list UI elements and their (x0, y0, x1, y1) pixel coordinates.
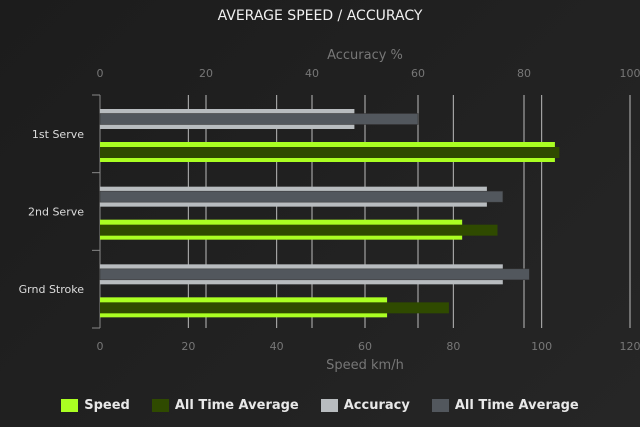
bottom-axis-label: Speed km/h (326, 358, 404, 373)
speed-average-bar (100, 147, 560, 158)
category-label: Grnd Stroke (19, 283, 85, 296)
speed-average-bar (100, 302, 449, 314)
top-tick-label: 100 (620, 67, 640, 80)
legend-label: All Time Average (174, 398, 299, 413)
top-tick-label: 40 (305, 67, 319, 80)
chart-title: AVERAGE SPEED / ACCURACY (217, 8, 423, 24)
bottom-tick-label: 20 (181, 340, 195, 353)
legend-speed-average[interactable]: All Time Average (151, 398, 299, 413)
accuracy-average-bar (99, 268, 530, 281)
accuracy-average-bar (99, 113, 419, 125)
bottom-tick-label: 60 (358, 340, 372, 353)
top-tick-label: 80 (517, 67, 531, 80)
top-axis-label: Accuracy % (327, 48, 403, 63)
legend-accuracy[interactable]: Accuracy (320, 398, 410, 413)
legend-label: Speed (84, 398, 130, 413)
bottom-tick-label: 100 (531, 340, 552, 353)
legend-accuracy-average[interactable]: All Time Average (431, 398, 579, 413)
bottom-tick-label: 0 (97, 340, 104, 353)
bottom-tick-label: 120 (620, 340, 640, 353)
legend-label: Accuracy (343, 398, 410, 413)
accuracy-average-bar (99, 190, 504, 203)
legend-speed[interactable]: Speed (61, 398, 130, 413)
top-tick-label: 0 (97, 67, 104, 80)
legend-swatch (320, 399, 338, 412)
bottom-tick-label: 40 (270, 340, 284, 353)
top-tick-label: 20 (199, 67, 213, 80)
category-label: 1st Serve (32, 128, 84, 141)
bottom-tick-label: 80 (446, 340, 460, 353)
legend-swatch (61, 399, 79, 412)
legend-swatch (151, 399, 169, 412)
legend-label: All Time Average (454, 398, 579, 413)
legend: Speed All Time Average Accuracy All Time… (0, 398, 640, 413)
top-tick-label: 60 (411, 67, 425, 80)
category-label: 2nd Serve (28, 206, 84, 219)
legend-swatch (431, 399, 449, 412)
speed-average-bar (100, 224, 498, 236)
bar-chart: Accuracy % Speed km/h 0 20 40 60 80 100 0 20 40 60 8… (19, 48, 640, 373)
